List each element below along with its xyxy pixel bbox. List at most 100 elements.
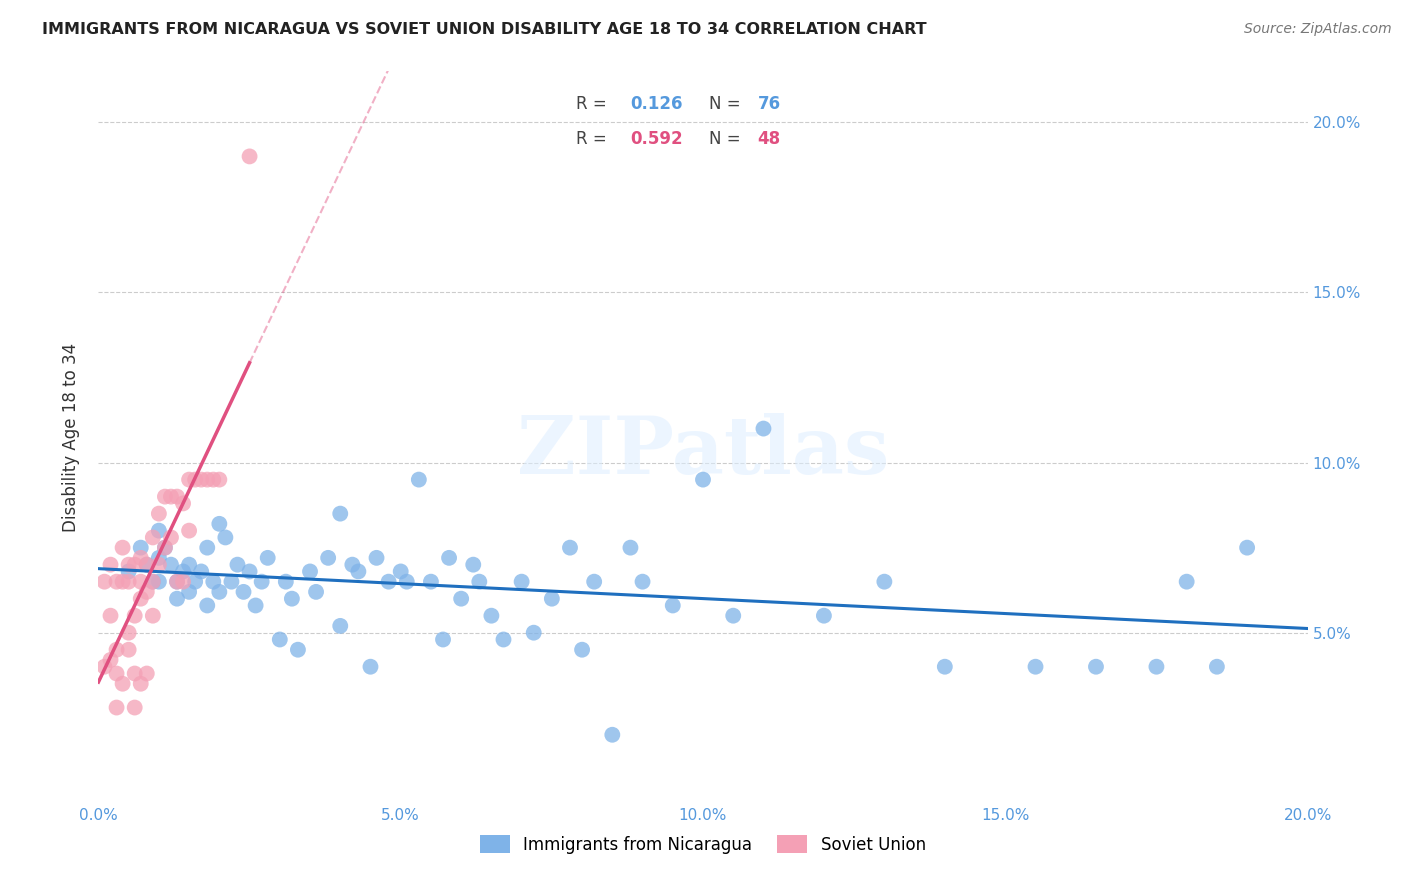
- Point: [602, 728, 624, 742]
- Text: ZIPatlas: ZIPatlas: [517, 413, 889, 491]
- Point: [129, 591, 152, 606]
- Point: [214, 531, 236, 545]
- Point: [129, 550, 152, 565]
- Point: [105, 574, 128, 589]
- Point: [347, 565, 370, 579]
- Point: [129, 574, 152, 589]
- Point: [148, 550, 170, 565]
- Point: [245, 599, 267, 613]
- Text: 0.126: 0.126: [630, 95, 683, 113]
- Point: [523, 625, 546, 640]
- Point: [100, 558, 122, 572]
- Point: [190, 565, 212, 579]
- Point: [377, 574, 399, 589]
- Point: [813, 608, 835, 623]
- Point: [105, 700, 128, 714]
- Point: [124, 666, 146, 681]
- Point: [1024, 659, 1046, 673]
- Point: [329, 619, 352, 633]
- Point: [153, 541, 176, 555]
- Point: [160, 558, 183, 572]
- Point: [135, 666, 157, 681]
- Text: N =: N =: [709, 129, 747, 148]
- Text: R =: R =: [576, 95, 612, 113]
- Point: [226, 558, 249, 572]
- Point: [239, 149, 262, 163]
- Point: [179, 524, 201, 538]
- Point: [142, 608, 165, 623]
- Point: [420, 574, 443, 589]
- Point: [153, 541, 176, 555]
- Point: [124, 558, 146, 572]
- Point: [468, 574, 491, 589]
- Point: [408, 473, 430, 487]
- Point: [1236, 541, 1258, 555]
- Point: [571, 642, 593, 657]
- Point: [208, 473, 231, 487]
- Point: [179, 473, 201, 487]
- Point: [118, 574, 141, 589]
- Point: [124, 700, 146, 714]
- Point: [148, 558, 170, 572]
- Point: [492, 632, 515, 647]
- Point: [342, 558, 364, 572]
- Point: [631, 574, 654, 589]
- Point: [366, 550, 388, 565]
- Point: [100, 608, 122, 623]
- Point: [129, 677, 152, 691]
- Point: [274, 574, 297, 589]
- Point: [179, 558, 201, 572]
- Point: [166, 574, 188, 589]
- Point: [195, 599, 218, 613]
- Point: [208, 585, 231, 599]
- Point: [93, 574, 115, 589]
- Point: [166, 490, 188, 504]
- Point: [661, 599, 683, 613]
- Point: [195, 541, 218, 555]
- Point: [111, 541, 134, 555]
- Point: [135, 585, 157, 599]
- Point: [873, 574, 896, 589]
- Point: [934, 659, 956, 673]
- Point: [202, 473, 225, 487]
- Point: [179, 585, 201, 599]
- Point: [118, 565, 141, 579]
- Point: [208, 516, 231, 531]
- Point: [172, 496, 194, 510]
- Point: [135, 558, 157, 572]
- Point: [105, 642, 128, 657]
- Point: [142, 531, 165, 545]
- Point: [692, 473, 714, 487]
- Point: [153, 490, 176, 504]
- Point: [395, 574, 418, 589]
- Point: [202, 574, 225, 589]
- Point: [195, 473, 218, 487]
- Point: [232, 585, 254, 599]
- Point: [450, 591, 472, 606]
- Point: [432, 632, 454, 647]
- Point: [239, 565, 262, 579]
- Point: [540, 591, 562, 606]
- Point: [723, 608, 745, 623]
- Point: [184, 574, 207, 589]
- Point: [172, 565, 194, 579]
- Point: [142, 574, 165, 589]
- Point: [166, 591, 188, 606]
- Point: [1206, 659, 1229, 673]
- Text: N =: N =: [709, 95, 747, 113]
- Point: [160, 531, 183, 545]
- Point: [558, 541, 581, 555]
- Point: [1175, 574, 1198, 589]
- Text: 0.592: 0.592: [630, 129, 683, 148]
- Point: [583, 574, 606, 589]
- Point: [142, 574, 165, 589]
- Point: [619, 541, 641, 555]
- Point: [1085, 659, 1108, 673]
- Point: [148, 507, 170, 521]
- Point: [105, 666, 128, 681]
- Point: [510, 574, 533, 589]
- Point: [148, 524, 170, 538]
- Point: [329, 507, 352, 521]
- Point: [463, 558, 485, 572]
- Text: 76: 76: [758, 95, 780, 113]
